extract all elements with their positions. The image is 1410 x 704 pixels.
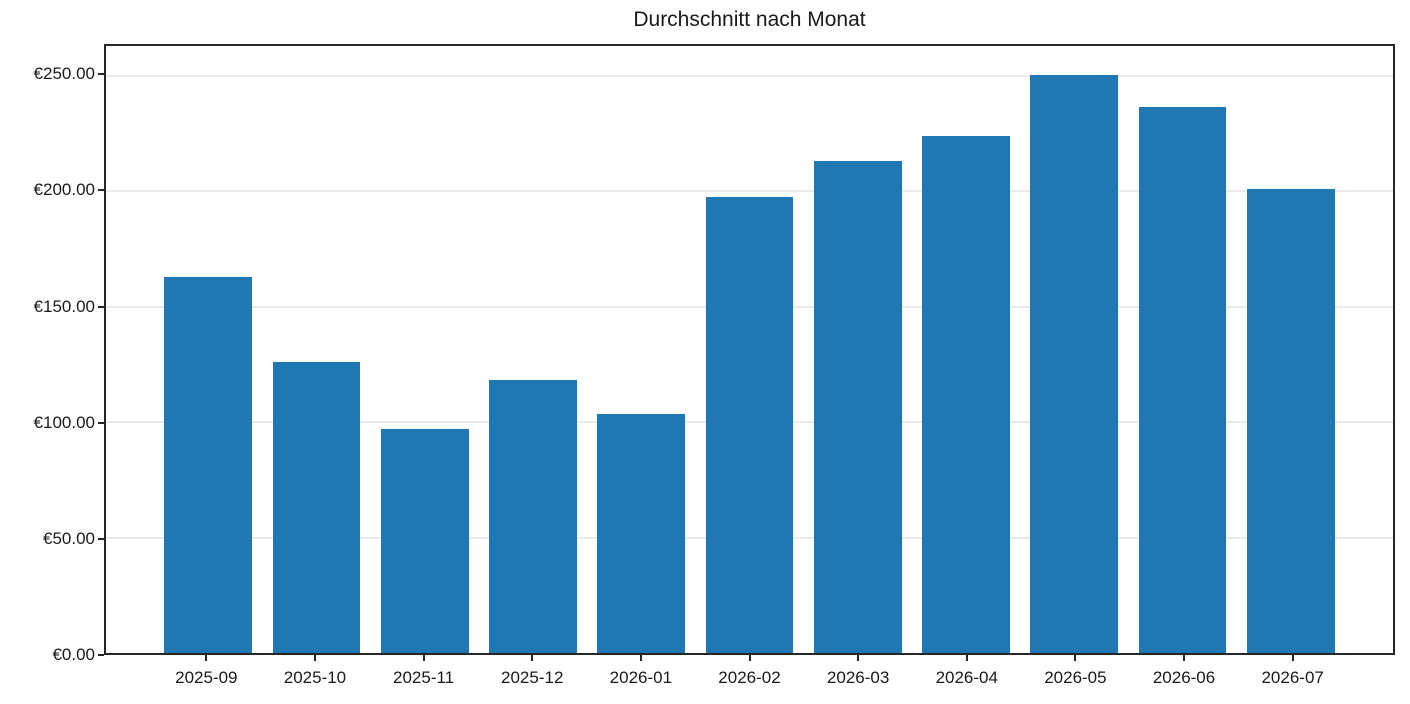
x-tick-mark-2026-07 bbox=[1291, 655, 1294, 661]
x-tick-mark-2026-04 bbox=[965, 655, 968, 661]
bar-slot-2026-04 bbox=[912, 46, 1020, 653]
x-tick-label-2025-12: 2025-12 bbox=[501, 668, 564, 687]
bar-2026-03 bbox=[813, 161, 902, 653]
y-tick-label-200: €200.00 bbox=[33, 180, 95, 200]
bar-2025-09 bbox=[164, 276, 252, 653]
x-tick-mark-2025-09 bbox=[205, 655, 208, 661]
bar-slot-2026-07 bbox=[1237, 46, 1345, 653]
x-tick-label-2025-11: 2025-11 bbox=[393, 668, 455, 687]
bar-2026-05 bbox=[1030, 74, 1119, 653]
bar-slot-2025-12 bbox=[479, 46, 587, 653]
x-tick-mark-2026-03 bbox=[857, 655, 860, 661]
bar-2026-06 bbox=[1138, 107, 1227, 653]
bar-slot-2025-10 bbox=[262, 46, 370, 653]
bar-2025-10 bbox=[272, 362, 361, 653]
x-tick-label-2026-07: 2026-07 bbox=[1261, 668, 1324, 687]
x-tick-mark-2026-01 bbox=[639, 655, 642, 661]
x-tick-mark-2026-06 bbox=[1183, 655, 1186, 661]
y-tick-mark-100 bbox=[98, 421, 104, 424]
bar-2025-12 bbox=[489, 379, 577, 653]
y-tick-label-250: €250.00 bbox=[33, 64, 95, 84]
y-tick-mark-200 bbox=[98, 189, 104, 192]
bar-2025-11 bbox=[380, 429, 469, 653]
gridline-200 bbox=[106, 190, 1393, 193]
x-tick-label-2026-02: 2026-02 bbox=[718, 668, 781, 687]
bar-slot-2025-09 bbox=[154, 46, 262, 653]
y-tick-mark-250 bbox=[98, 73, 104, 76]
x-tick-label-2026-06: 2026-06 bbox=[1152, 668, 1216, 687]
bar-2026-04 bbox=[922, 136, 1010, 653]
y-tick-mark-150 bbox=[98, 305, 104, 308]
x-tick-label-2026-01: 2026-01 bbox=[609, 668, 673, 687]
bar-slot-2026-02 bbox=[695, 46, 803, 653]
x-tick-mark-2026-02 bbox=[748, 655, 751, 661]
bar-slot-2026-03 bbox=[804, 46, 912, 653]
x-tick-mark-2025-11 bbox=[422, 655, 425, 661]
y-tick-mark-50 bbox=[98, 537, 104, 540]
x-tick-label-2025-09: 2025-09 bbox=[175, 668, 238, 687]
bar-slot-2026-06 bbox=[1128, 46, 1236, 653]
bar-2026-07 bbox=[1246, 189, 1335, 653]
bars-container bbox=[106, 46, 1393, 653]
x-tick-mark-2025-10 bbox=[313, 655, 316, 661]
y-tick-label-0: €0.00 bbox=[52, 645, 95, 664]
y-tick-label-50: €50.00 bbox=[43, 528, 95, 548]
plot-area bbox=[104, 44, 1395, 655]
x-tick-mark-2025-12 bbox=[531, 655, 534, 661]
bar-slot-2025-11 bbox=[371, 46, 479, 653]
bar-slot-2026-01 bbox=[587, 46, 695, 653]
bar-2026-02 bbox=[705, 197, 794, 653]
y-tick-label-150: €150.00 bbox=[33, 296, 95, 316]
bar-slot-2026-05 bbox=[1020, 46, 1128, 653]
x-tick-label-2026-04: 2026-04 bbox=[935, 668, 998, 687]
y-tick-label-100: €100.00 bbox=[33, 412, 95, 432]
x-tick-mark-2026-05 bbox=[1074, 655, 1077, 661]
gridline-250 bbox=[106, 75, 1393, 78]
y-tick-mark-0 bbox=[98, 654, 104, 656]
bar-2026-01 bbox=[597, 414, 686, 653]
x-tick-label-2026-03: 2026-03 bbox=[826, 668, 890, 687]
x-tick-label-2025-10: 2025-10 bbox=[283, 668, 347, 687]
x-tick-label-2026-05: 2026-05 bbox=[1044, 668, 1107, 687]
chart-title: Durchschnitt nach Monat bbox=[633, 8, 866, 31]
